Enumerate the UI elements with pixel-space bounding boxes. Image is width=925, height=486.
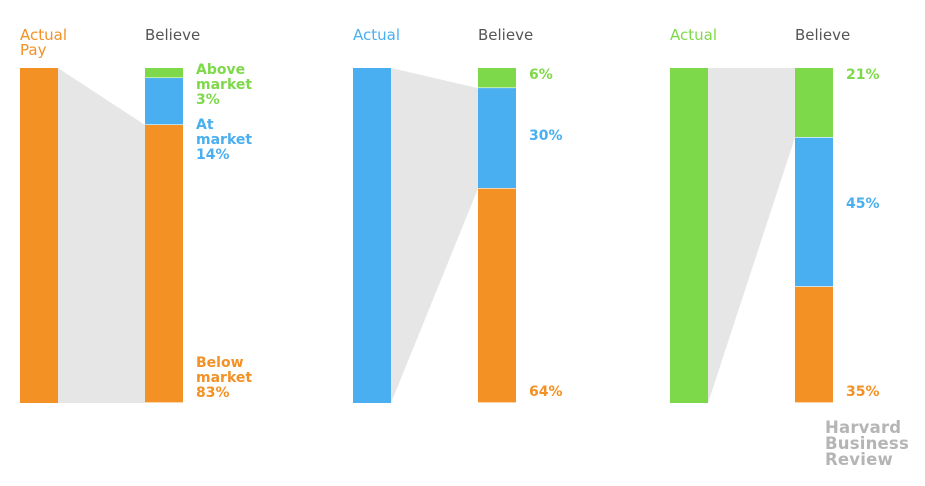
segment-label: 21%: [846, 67, 880, 83]
segment-label: At: [196, 117, 214, 133]
logo-line-harvard: Harvard: [825, 418, 902, 437]
actual-bar: [20, 68, 58, 403]
believe-segment-at: [478, 88, 516, 189]
believe-segment-below: [478, 188, 516, 403]
actual-bar: [353, 68, 391, 403]
segment-label: 83%: [196, 385, 230, 401]
segment-label: 14%: [196, 147, 230, 163]
actual-header: Actual: [353, 26, 400, 44]
segment-label: market: [196, 370, 252, 386]
connector-band: [708, 68, 795, 403]
actual-header: Actual: [20, 26, 67, 44]
believe-header: Believe: [145, 26, 200, 44]
connector-band: [391, 68, 478, 403]
believe-header: Believe: [795, 26, 850, 44]
believe-segment-at: [795, 137, 833, 287]
segment-label: 64%: [529, 384, 563, 400]
segment-label: Below: [196, 355, 244, 371]
believe-segment-at: [145, 78, 183, 125]
actual-header: Actual: [670, 26, 717, 44]
believe-segment-below: [795, 286, 833, 403]
believe-segment-below: [145, 124, 183, 403]
segment-label: 35%: [846, 384, 880, 400]
segment-label: 3%: [196, 92, 220, 108]
hbr-logo: Harvard Business Review: [825, 418, 909, 469]
believe-header: Believe: [478, 26, 533, 44]
segment-label: 6%: [529, 67, 553, 83]
believe-segment-above: [478, 68, 516, 89]
segment-label: 45%: [846, 196, 880, 212]
segment-label: market: [196, 77, 252, 93]
segment-label: 30%: [529, 128, 563, 144]
logo-line-review: Review: [825, 450, 893, 469]
segment-label: market: [196, 132, 252, 148]
connector-band: [58, 68, 145, 403]
believe-segment-above: [145, 68, 183, 79]
segment-label: Above: [196, 62, 245, 78]
actual-bar: [670, 68, 708, 403]
logo-line-business: Business: [825, 434, 909, 453]
believe-segment-above: [795, 68, 833, 138]
actual-header: Pay: [20, 41, 47, 59]
